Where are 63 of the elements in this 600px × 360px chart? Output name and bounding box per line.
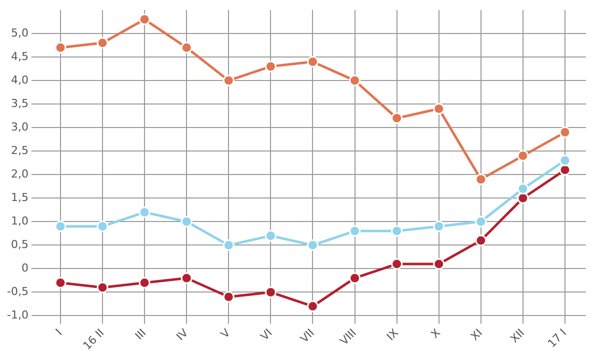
x-tick-label: XI xyxy=(468,326,486,344)
point xyxy=(54,220,66,232)
y-tick-label: -0,5 xyxy=(6,285,28,298)
point xyxy=(306,239,318,251)
point xyxy=(180,272,192,284)
point xyxy=(433,220,445,232)
y-tick-label: 0 xyxy=(21,262,28,275)
point xyxy=(517,182,529,194)
x-tick-label: X xyxy=(428,326,444,341)
point xyxy=(475,216,487,228)
point xyxy=(54,277,66,289)
point xyxy=(433,258,445,270)
point xyxy=(96,220,108,232)
x-tick-label: III xyxy=(132,326,149,342)
x-tick-label: 17 I xyxy=(545,326,570,350)
y-tick-label: 2,0 xyxy=(10,167,28,180)
x-tick-label: XII xyxy=(508,326,528,346)
point xyxy=(391,225,403,237)
point xyxy=(96,282,108,294)
point xyxy=(559,126,571,138)
point xyxy=(391,258,403,270)
y-tick-label: 4,5 xyxy=(10,50,28,63)
x-tick-label: IV xyxy=(174,326,192,344)
point xyxy=(180,42,192,54)
point xyxy=(517,150,529,162)
x-tick-label: 16 II xyxy=(80,326,107,352)
x-tick-label: VI xyxy=(258,326,275,344)
point xyxy=(264,286,276,298)
point xyxy=(222,74,234,86)
point xyxy=(349,74,361,86)
x-tick-label: VIII xyxy=(338,326,359,348)
point xyxy=(559,154,571,166)
point xyxy=(138,277,150,289)
point xyxy=(306,300,318,312)
point xyxy=(264,60,276,72)
y-tick-label: 0,5 xyxy=(10,238,28,252)
point xyxy=(349,272,361,284)
y-tick-label: 1,5 xyxy=(10,190,28,204)
point xyxy=(264,230,276,242)
point xyxy=(475,234,487,246)
point xyxy=(138,14,150,26)
x-tick-label: V xyxy=(218,326,234,341)
point xyxy=(222,239,234,251)
y-tick-label: 2,5 xyxy=(10,144,28,157)
y-tick-label: 3,0 xyxy=(10,120,28,134)
point xyxy=(433,103,445,115)
x-tick-label: I xyxy=(53,326,65,338)
point xyxy=(475,174,487,186)
y-tick-label: 5,0 xyxy=(10,26,28,40)
y-tick-label: 1,0 xyxy=(10,214,28,228)
y-tick-label: 4,0 xyxy=(10,73,28,86)
y-tick-label: 3,5 xyxy=(10,96,28,110)
x-tick-label: IX xyxy=(384,326,402,344)
y-tick-label: -1,0 xyxy=(6,308,28,322)
point xyxy=(391,112,403,124)
point xyxy=(138,206,150,218)
point xyxy=(222,291,234,303)
x-tick-label: VII xyxy=(298,326,317,346)
point xyxy=(96,37,108,49)
point xyxy=(306,56,318,68)
point xyxy=(180,216,192,228)
point xyxy=(349,225,361,237)
point xyxy=(54,42,66,54)
